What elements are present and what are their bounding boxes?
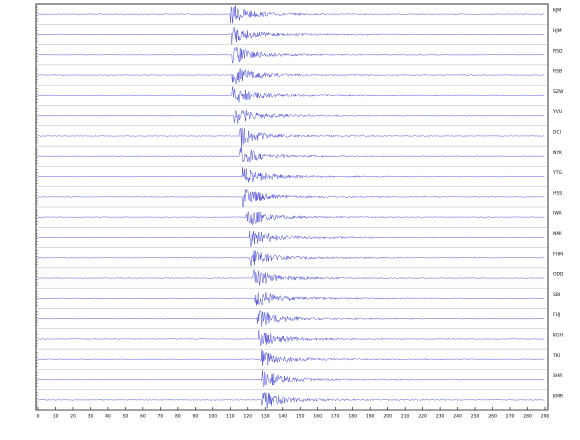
x-tick-label: 240 (453, 414, 462, 420)
x-tick-label: 250 (471, 414, 480, 420)
station-label: ODD (553, 272, 564, 278)
x-tick-label: 80 (175, 414, 181, 420)
x-tick-label: 210 (401, 414, 410, 420)
waveform (37, 5, 545, 24)
waveform (37, 27, 545, 45)
waveform (37, 211, 545, 226)
x-tick-label: 150 (296, 414, 305, 420)
station-label: RSB (553, 69, 562, 75)
station-label: SBI (553, 292, 560, 298)
x-tick-label: 10 (53, 414, 59, 420)
waveform (37, 370, 545, 387)
waveform (37, 268, 545, 286)
station-label: NMI (553, 231, 562, 237)
station-label: HJM (553, 28, 562, 34)
x-tick-label: 290 (541, 414, 550, 420)
x-tick-label: 130 (261, 414, 270, 420)
x-tick-label: 50 (123, 414, 129, 420)
station-label: KGH (553, 332, 563, 338)
x-tick-label: 230 (436, 414, 445, 420)
waveform (37, 47, 545, 64)
waveform (37, 230, 545, 247)
x-tick-label: 180 (348, 414, 357, 420)
x-tick-label: 170 (331, 414, 340, 420)
waveform (37, 330, 545, 346)
x-tick-label: 20 (70, 414, 76, 420)
waveform (37, 86, 545, 103)
station-label: DCI (553, 129, 561, 135)
x-tick-label: 120 (243, 414, 252, 420)
waveform (37, 127, 545, 146)
waveform (37, 292, 545, 306)
station-label: KMR (553, 393, 563, 399)
waveform (37, 68, 545, 85)
x-tick-label: 160 (313, 414, 322, 420)
station-label: HSS (553, 190, 562, 196)
station-label: YVU (552, 109, 562, 115)
x-tick-label: 140 (278, 414, 287, 420)
station-label: TKI (552, 353, 560, 359)
x-tick-label: 200 (383, 414, 392, 420)
station-label: SZW (553, 89, 564, 95)
x-tick-label: 60 (140, 414, 146, 420)
waveform (37, 146, 545, 163)
x-tick-label: 100 (209, 414, 218, 420)
station-label: YTG (552, 170, 562, 176)
x-tick-label: 0 (37, 414, 40, 420)
waveform (37, 167, 545, 183)
x-tick-label: 220 (418, 414, 427, 420)
station-label: RSD (553, 48, 563, 54)
waveform (37, 392, 545, 409)
station-label: KJM (553, 8, 561, 14)
station-label: FHM (553, 251, 563, 257)
station-label: IWA (553, 211, 563, 217)
x-tick-label: 30 (88, 414, 94, 420)
waveform (37, 189, 545, 208)
waveform (37, 250, 545, 267)
waveform (37, 310, 545, 327)
x-tick-label: 70 (158, 414, 164, 420)
x-tick-label: 260 (488, 414, 497, 420)
waveform (37, 349, 545, 366)
station-label: SHR (553, 373, 562, 379)
x-tick-label: 270 (506, 414, 515, 420)
x-tick-label: 40 (105, 414, 111, 420)
x-tick-label: 90 (192, 414, 198, 420)
station-label: NYK (553, 150, 563, 156)
x-tick-label: 280 (523, 414, 532, 420)
station-label: FUJ (553, 312, 560, 318)
waveform (37, 109, 545, 125)
x-tick-label: 110 (226, 414, 235, 420)
x-tick-label: 190 (366, 414, 375, 420)
